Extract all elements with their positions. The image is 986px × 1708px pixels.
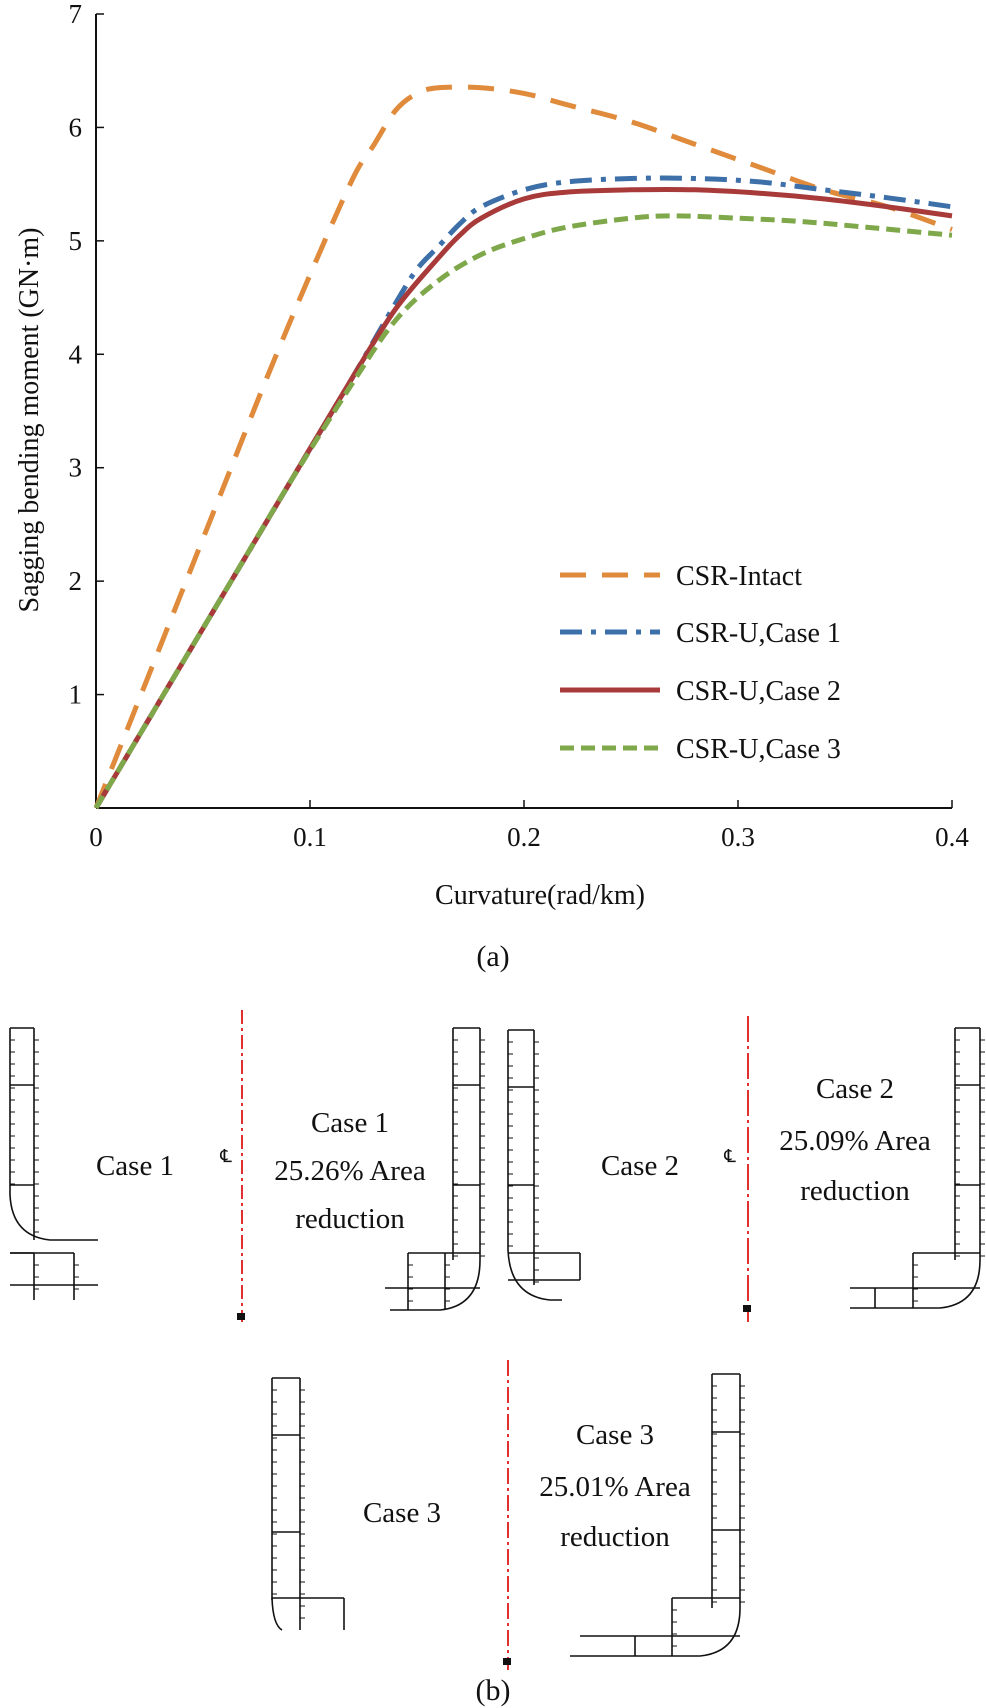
case1-centerline-symbol: ℄ bbox=[219, 1146, 232, 1166]
x-tick-label: 0.2 bbox=[507, 822, 541, 852]
x-tick-label: 0.4 bbox=[935, 822, 969, 852]
x-tick-label: 0.1 bbox=[293, 822, 327, 852]
panel-a-caption: (a) bbox=[476, 940, 509, 973]
y-tick-label: 2 bbox=[69, 566, 83, 596]
case1-right-line3: reduction bbox=[295, 1203, 405, 1235]
case3-left-section bbox=[271, 1377, 345, 1631]
case3-right-line3: reduction bbox=[560, 1521, 670, 1553]
case1-right-title: Case 1 bbox=[311, 1107, 389, 1139]
y-tick-label: 4 bbox=[69, 339, 83, 369]
x-tick-label: 0 bbox=[89, 822, 103, 852]
y-tick-label: 7 bbox=[69, 0, 83, 29]
series-line-csr-u-case-3 bbox=[93, 213, 953, 810]
case2-right-title: Case 2 bbox=[816, 1073, 894, 1105]
series-line-csr-u-case-1 bbox=[93, 175, 953, 810]
y-tick-label: 6 bbox=[69, 112, 83, 142]
x-ticks: 0 0.1 0.2 0.3 0.4 bbox=[89, 800, 969, 852]
x-axis-label: Curvature(rad/km) bbox=[435, 880, 645, 911]
y-tick-label: 5 bbox=[69, 226, 83, 256]
case1-right-line2: 25.26% Area bbox=[274, 1155, 426, 1187]
case1-left-label: Case 1 bbox=[96, 1150, 174, 1182]
legend-label: CSR-U,Case 1 bbox=[676, 618, 841, 649]
case2-right-line2: 25.09% Area bbox=[779, 1125, 931, 1157]
x-tick-label: 0.3 bbox=[721, 822, 755, 852]
y-ticks: 1 2 3 4 5 6 7 bbox=[69, 0, 104, 710]
case3-right-line2: 25.01% Area bbox=[539, 1471, 691, 1503]
legend-label: CSR-Intact bbox=[676, 561, 802, 592]
case2-left-label: Case 2 bbox=[601, 1150, 679, 1182]
case1-centerline-end bbox=[237, 1313, 245, 1320]
case3-centerline-end bbox=[503, 1658, 511, 1665]
case3-left-label: Case 3 bbox=[363, 1497, 441, 1529]
legend: CSR-Intact CSR-U,Case 1 CSR-U,Case 2 CSR-U,… bbox=[560, 561, 841, 765]
panel-b: Case 1 ℄ Case 1 25.26% Area reduction bbox=[9, 1010, 985, 1670]
case3-right-section bbox=[570, 1373, 745, 1657]
panel-b-caption: (b) bbox=[476, 1674, 511, 1707]
series-layer bbox=[93, 84, 953, 810]
y-tick-label: 1 bbox=[69, 680, 83, 710]
case2-centerline-symbol: ℄ bbox=[723, 1146, 736, 1166]
case1-left-section bbox=[9, 1027, 98, 1300]
case2-right-section bbox=[850, 1027, 985, 1309]
legend-label: CSR-U,Case 2 bbox=[676, 676, 841, 707]
case2-right-line3: reduction bbox=[800, 1175, 910, 1207]
case1-right-section bbox=[385, 1027, 485, 1311]
series-line-csr-u-case-2 bbox=[93, 186, 953, 810]
y-axis-label: Sagging bending moment (GN·m) bbox=[14, 228, 45, 613]
legend-label: CSR-U,Case 3 bbox=[676, 734, 841, 765]
case2-left-section bbox=[507, 1029, 581, 1301]
case2-centerline-end bbox=[743, 1305, 751, 1312]
y-tick-label: 3 bbox=[69, 453, 83, 483]
case3-right-title: Case 3 bbox=[576, 1419, 654, 1451]
